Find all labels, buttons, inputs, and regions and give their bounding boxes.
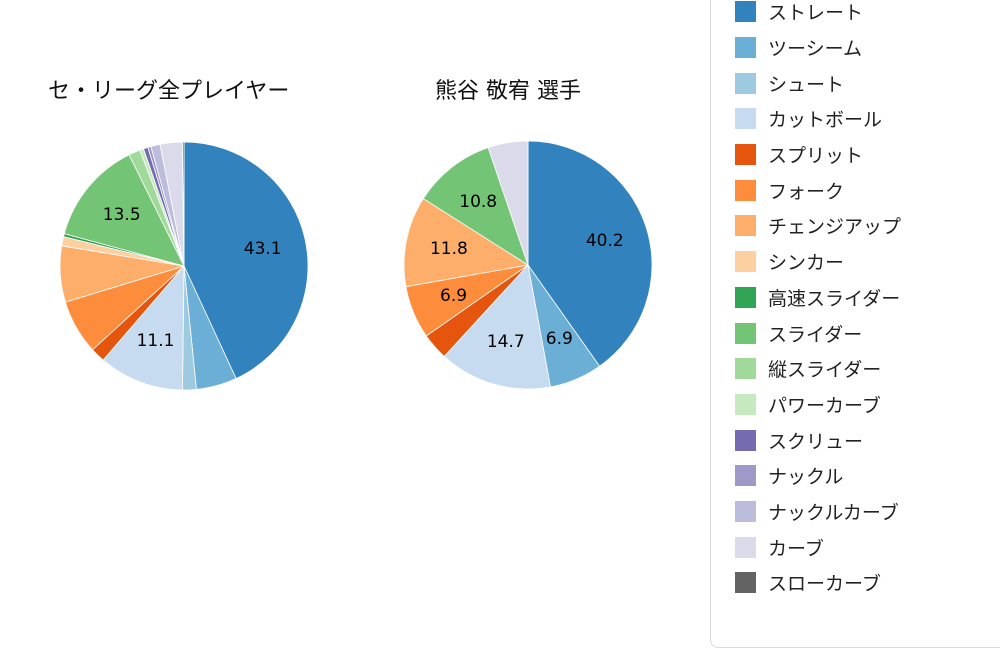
legend-item-2[interactable]: シュート [711, 65, 1000, 101]
legend-item-16[interactable]: スローカーブ [711, 565, 1000, 601]
legend-panel: ストレートツーシームシュートカットボール スプリットフォークチェンジアップ シンカー… [710, 0, 1000, 648]
legend-label: スプリット [768, 145, 864, 168]
legend-item-9[interactable]: スライダー [711, 315, 1000, 351]
legend-label: フォーク [768, 180, 845, 203]
legend-label: ナックルカーブ [768, 501, 899, 524]
legend-swatch [735, 179, 756, 201]
legend-swatch [735, 393, 756, 415]
legend-swatch [735, 215, 756, 237]
legend-swatch [735, 286, 756, 308]
pie-chart-player: 40.2 6.9 14.7 6.9 11.8 10.8 [404, 141, 652, 389]
legend-items: ストレートツーシームシュートカットボール スプリットフォークチェンジアップ シンカー… [711, 0, 1000, 601]
legend-swatch [735, 465, 756, 487]
legend-label: カーブ [768, 537, 824, 560]
legend-label: 高速スライダー [768, 287, 901, 310]
pie-slice [443, 264, 551, 389]
legend-label: チェンジアップ [768, 216, 902, 239]
legend-item-1[interactable]: ツーシーム [711, 30, 1000, 66]
legend-item-4[interactable]: スプリット [711, 137, 1000, 173]
legend-item-11[interactable]: パワーカーブ [711, 387, 1000, 423]
legend-label: スローカーブ [768, 573, 881, 596]
pie-slice [487, 141, 529, 266]
chart-title-league: セ・リーグ全プレイヤー [48, 79, 290, 104]
pie-chart-league: 43.1 11.1 13.5 [60, 142, 308, 390]
pie-svg [60, 142, 308, 390]
pie-slice [63, 154, 185, 267]
pie-slice [527, 141, 652, 367]
legend-swatch [735, 72, 756, 94]
legend-swatch [735, 251, 756, 273]
legend-label: ツーシーム [768, 38, 863, 61]
legend-swatch [735, 37, 756, 59]
legend-swatch [735, 144, 756, 166]
pie-slice [102, 264, 185, 390]
legend-label: ナックル [768, 466, 844, 489]
legend-swatch [735, 572, 756, 594]
legend-item-14[interactable]: ナックルカーブ [711, 494, 1000, 530]
legend-item-5[interactable]: フォーク [711, 172, 1000, 208]
legend-label: スライダー [768, 323, 863, 346]
legend-label: パワーカーブ [768, 394, 881, 417]
legend-swatch [735, 429, 756, 451]
legend-item-12[interactable]: スクリュー [711, 422, 1000, 458]
pie-slice [422, 147, 529, 266]
chart-title-player: 熊谷 敬宥 選手 [435, 79, 581, 104]
pie-slice [183, 142, 308, 380]
legend-item-8[interactable]: 高速スライダー [711, 280, 1000, 316]
legend-item-10[interactable]: 縦スライダー [711, 351, 1000, 387]
legend-item-13[interactable]: ナックル [711, 458, 1000, 494]
legend-item-0[interactable]: ストレート [711, 0, 1000, 30]
legend-label: カットボール [768, 109, 883, 132]
legend-swatch [735, 322, 756, 344]
legend-swatch [735, 500, 756, 522]
legend-label: 縦スライダー [768, 359, 882, 382]
legend-item-3[interactable]: カットボール [711, 101, 1000, 137]
legend-swatch [735, 358, 756, 380]
legend-label: スクリュー [768, 430, 864, 453]
legend-label: ストレート [768, 2, 864, 25]
pie-svg [404, 141, 652, 389]
pie-slice [404, 198, 530, 288]
pie-slice [182, 142, 185, 267]
legend-label: シュート [768, 73, 845, 96]
legend-swatch [735, 536, 756, 558]
legend-swatch [735, 1, 756, 23]
legend-swatch [735, 108, 756, 130]
legend-label: シンカー [768, 252, 845, 275]
legend-item-6[interactable]: チェンジアップ [711, 208, 1000, 244]
legend-item-7[interactable]: シンカー [711, 244, 1000, 280]
legend-item-15[interactable]: カーブ [711, 529, 1000, 565]
